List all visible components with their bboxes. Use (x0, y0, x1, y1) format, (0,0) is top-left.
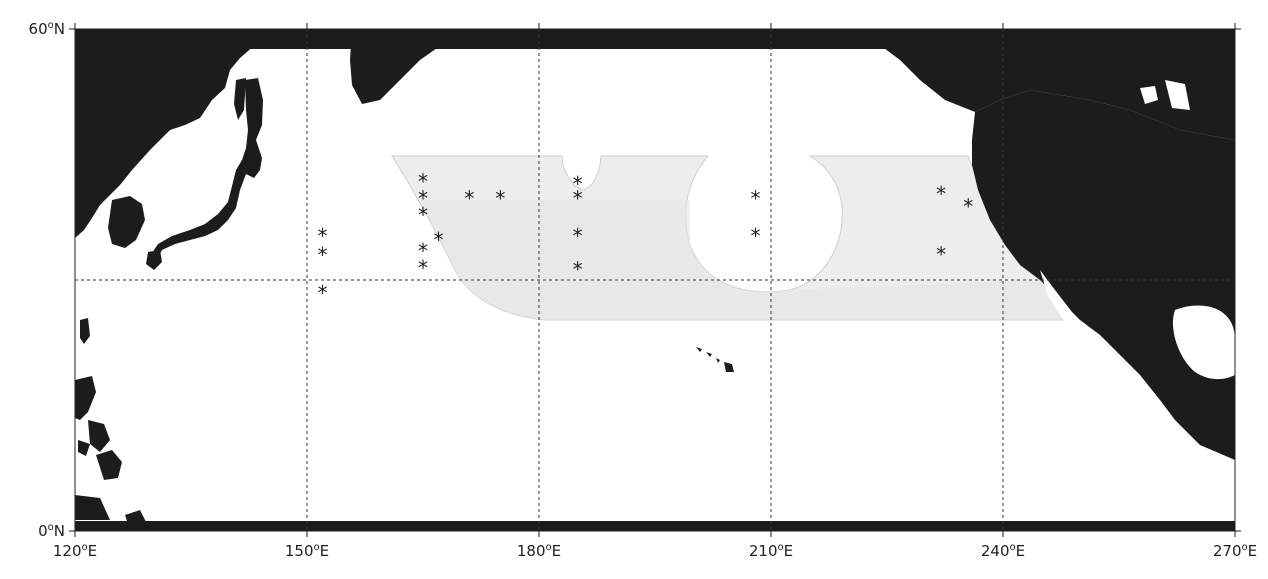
lakes (1140, 80, 1190, 110)
x-tick-label-240: 240oE (981, 542, 1025, 560)
x-tick-label-270: 270oE (1213, 542, 1257, 560)
station-marker: * (317, 243, 327, 267)
bottom-band (75, 521, 1235, 531)
station-marker: * (317, 281, 327, 305)
land-sakhalin (234, 78, 246, 120)
land-north-america (972, 90, 1235, 460)
land-japan (150, 78, 263, 266)
station-marker: * (936, 182, 946, 206)
land-korea (108, 196, 145, 248)
land-new-guinea (125, 510, 146, 524)
x-tick-label-120: 120oE (53, 542, 97, 560)
x-tick-label-150: 150oE (285, 542, 329, 560)
land-alaska (860, 29, 1235, 140)
land-asia (75, 29, 300, 238)
y-tick-label-60: 60oN (29, 20, 65, 38)
station-marker: * (464, 186, 474, 210)
stations: ********** ********** (317, 170, 973, 305)
land-taiwan (80, 318, 90, 344)
land-hawaii (696, 347, 734, 372)
station-marker: * (418, 170, 428, 194)
study-region-band (420, 200, 1070, 320)
station-marker: * (433, 228, 443, 252)
station-marker: * (573, 257, 583, 281)
station-marker: * (963, 195, 973, 219)
land-philippines (75, 376, 122, 480)
station-marker: * (418, 203, 428, 227)
x-tick-label-210: 210oE (749, 542, 793, 560)
station-marker: * (418, 186, 428, 210)
station-marker: * (573, 224, 583, 248)
station-marker: * (751, 186, 761, 210)
x-tick-label-180: 180oE (517, 542, 561, 560)
station-marker: * (418, 239, 428, 263)
station-marker: * (495, 186, 505, 210)
gulf-of-mexico (1172, 305, 1235, 380)
station-marker: * (317, 224, 327, 248)
land-baja (1040, 270, 1085, 340)
axis-ticks: 120oE 150oE 180oE 210oE 240oE 270oE 60oN 0oN (29, 20, 1258, 560)
station-marker: * (751, 224, 761, 248)
top-band (75, 29, 1235, 49)
y-tick-label-0: 0oN (38, 522, 65, 540)
station-marker: * (418, 256, 428, 280)
gridlines (75, 29, 1235, 531)
land-borneo (75, 495, 110, 520)
map-frame (74, 28, 1236, 532)
station-marker: * (573, 186, 583, 210)
station-marker: * (936, 242, 946, 266)
land-kyushu (146, 250, 162, 270)
station-marker: * (573, 172, 583, 196)
